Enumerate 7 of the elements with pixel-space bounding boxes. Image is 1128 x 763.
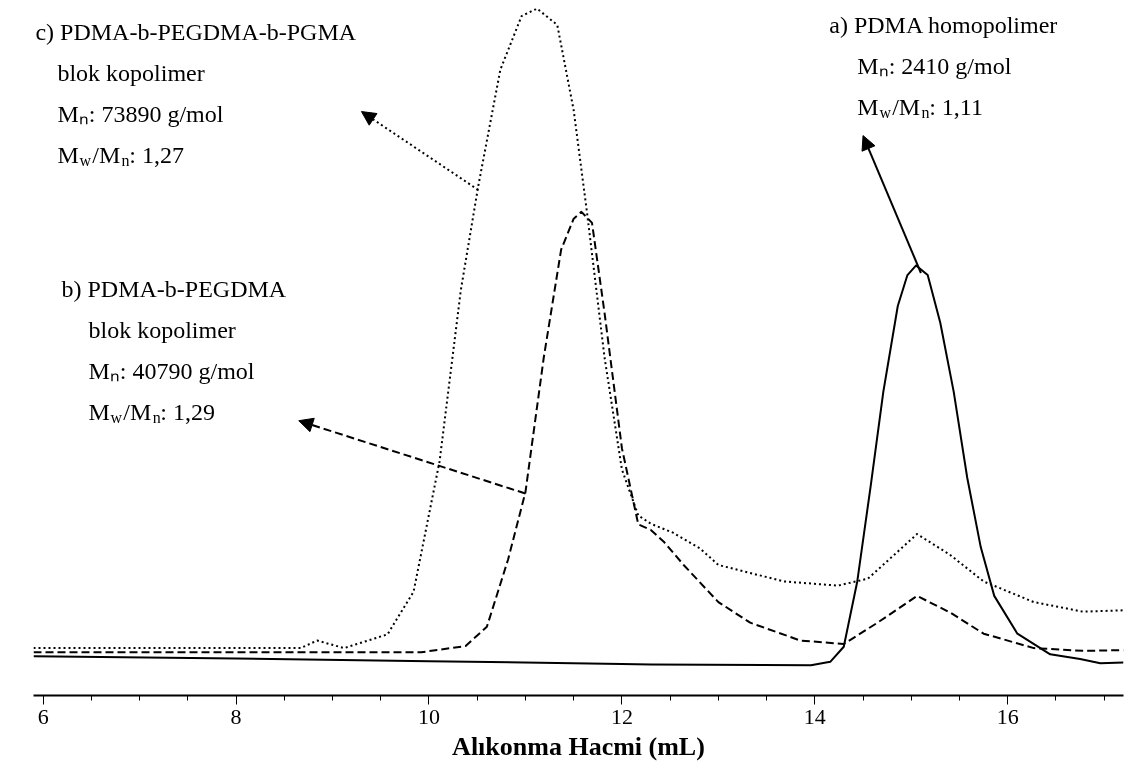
x-tick-label: 10 bbox=[417, 703, 440, 729]
x-tick-label: 16 bbox=[996, 703, 1019, 729]
x-axis-title: Alıkonma Hacmi (mL) bbox=[452, 731, 705, 761]
x-tick-label: 6 bbox=[37, 703, 49, 729]
x-tick-label: 14 bbox=[803, 703, 826, 729]
x-tick-label: 12 bbox=[610, 703, 633, 729]
x-tick-label: 8 bbox=[230, 703, 242, 729]
